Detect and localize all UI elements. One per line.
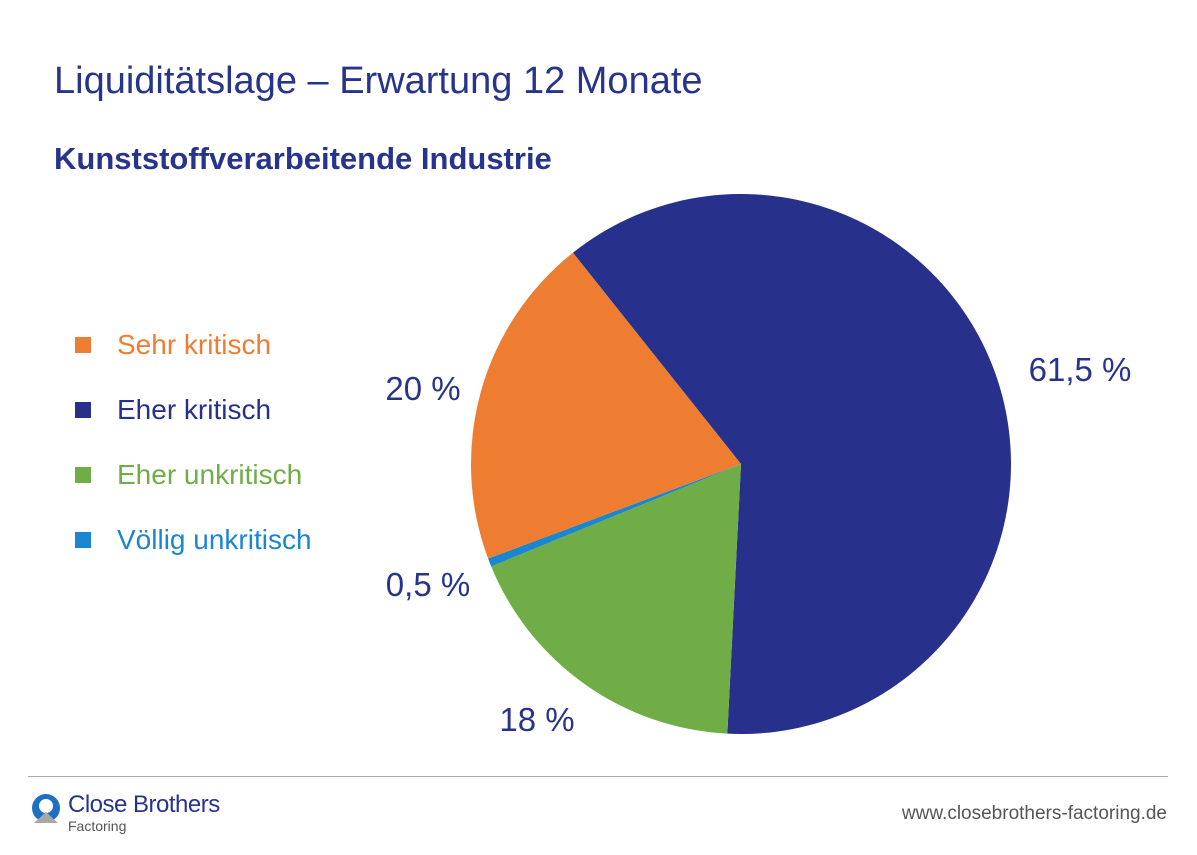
legend-item: Sehr kritisch <box>75 312 312 377</box>
data-label: 18 % <box>499 701 574 738</box>
footer-url[interactable]: www.closebrothers-factoring.de <box>901 803 1167 824</box>
legend: Sehr kritisch Eher kritisch Eher unkriti… <box>75 312 312 572</box>
logo-icon <box>32 794 60 823</box>
legend-swatch <box>75 531 91 548</box>
legend-label: Eher kritisch <box>117 393 272 425</box>
pie-slice-eher-unkritisch <box>491 464 741 734</box>
divider <box>28 776 1168 777</box>
legend-item: Eher kritisch <box>75 377 312 442</box>
legend-swatch <box>75 336 91 353</box>
pie-slice-völlig-unkritisch <box>488 464 741 567</box>
legend-swatch <box>75 466 91 483</box>
legend-swatch <box>75 401 91 418</box>
page-title: Liquiditätslage – Erwartung 12 Monate <box>54 60 703 102</box>
data-label: 0,5 % <box>386 566 470 603</box>
legend-item: Eher unkritisch <box>75 442 312 507</box>
data-label: 61,5 % <box>1029 351 1132 388</box>
close-brothers-logo: Close Brothers Factoring <box>30 793 220 833</box>
legend-label: Eher unkritisch <box>117 458 303 490</box>
legend-label: Völlig unkritisch <box>117 523 312 555</box>
chart-subtitle: Kunststoffverarbeitende Industrie <box>54 141 552 176</box>
legend-label: Sehr kritisch <box>117 328 272 360</box>
pie-slice-eher-kritisch <box>572 194 1011 734</box>
logo-subbrand: Factoring <box>68 818 127 834</box>
logo-brand: Close Brothers <box>68 791 220 818</box>
data-label: 20 % <box>385 370 460 407</box>
legend-item: Völlig unkritisch <box>75 507 312 572</box>
pie-slice-sehr-kritisch <box>470 252 741 559</box>
